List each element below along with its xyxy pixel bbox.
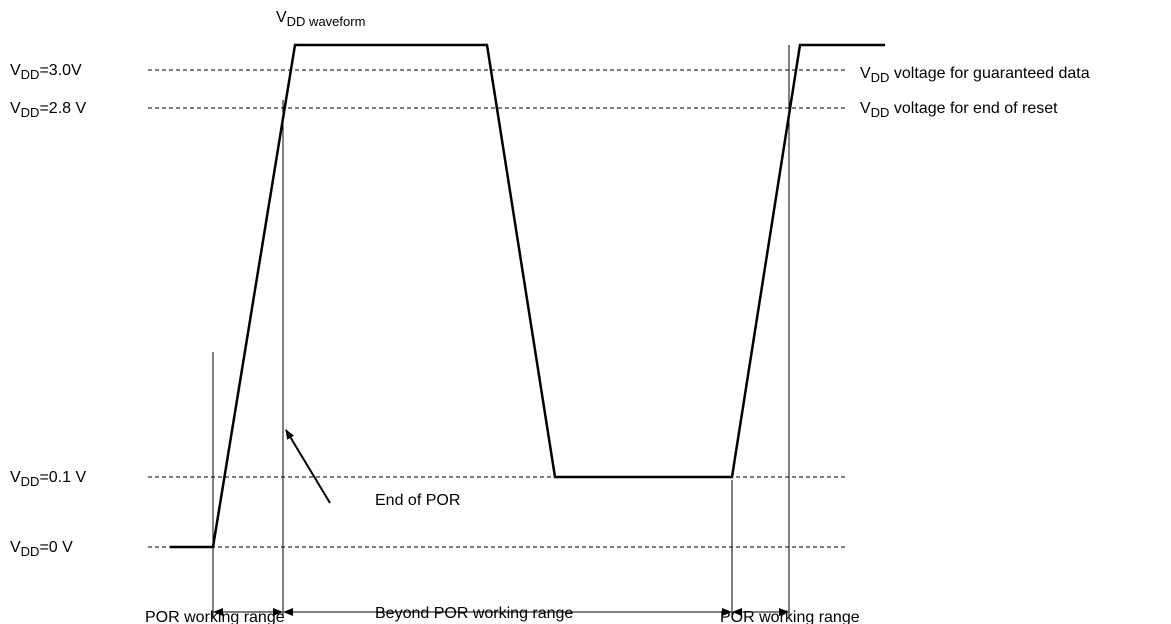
level-label: VDD=0.1 V	[10, 469, 86, 489]
range-label: POR working range	[720, 609, 860, 624]
right-label: VDD voltage for end of reset	[860, 100, 1058, 120]
markers	[212, 45, 790, 618]
level-label: VDD=3.0V	[10, 62, 82, 82]
range-label: Beyond POR working range	[375, 605, 573, 622]
waveform-label: VDD waveform	[276, 9, 365, 29]
right-label: VDD voltage for guaranteed data	[860, 65, 1090, 85]
waveform	[170, 43, 885, 549]
level-label: VDD=2.8 V	[10, 100, 86, 120]
annotation: End of POR	[375, 492, 460, 509]
level-label: VDD=0 V	[10, 539, 73, 559]
annotation-arrow	[285, 429, 331, 504]
range-label: POR working range	[145, 609, 285, 624]
